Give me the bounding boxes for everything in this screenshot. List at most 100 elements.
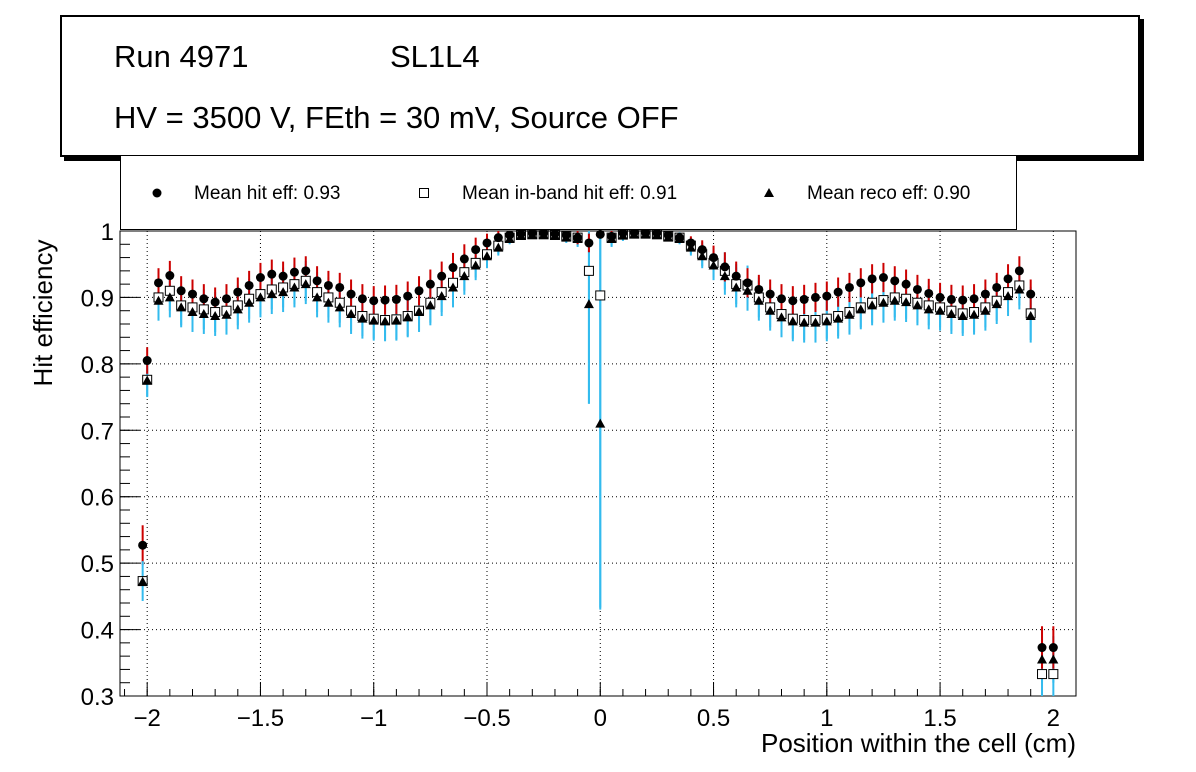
reco-marker (176, 302, 187, 312)
hit-marker (210, 297, 220, 307)
reco-marker (629, 229, 640, 239)
reco-marker (663, 232, 674, 242)
reco-marker (538, 229, 549, 239)
reco-marker (153, 295, 164, 305)
reco-marker (346, 309, 357, 319)
hit-marker (255, 273, 265, 282)
run-label: Run 4971 (114, 39, 249, 74)
reco-marker (368, 315, 379, 325)
y-tick-label: 1 (101, 219, 114, 246)
hit-marker (867, 274, 877, 284)
reco-marker (436, 291, 447, 301)
reco-marker (164, 292, 175, 302)
reco-marker (674, 233, 685, 243)
reco-marker (334, 302, 345, 312)
reco-marker (969, 309, 980, 319)
hit-marker (165, 271, 175, 281)
reco-marker (187, 307, 198, 317)
hit-marker (799, 294, 809, 304)
reco-marker (810, 317, 821, 327)
hit-marker (267, 269, 277, 279)
hit-marker (425, 279, 435, 289)
reco-marker (244, 297, 255, 307)
reco-marker (221, 309, 232, 319)
reco-marker (255, 292, 266, 302)
reco-marker (708, 260, 719, 270)
y-tick-label: 0.5 (81, 551, 114, 578)
reco-marker (266, 289, 277, 299)
reco-marker (617, 230, 628, 240)
hit-marker (323, 280, 333, 290)
reco-marker (137, 576, 148, 586)
reco-marker (549, 230, 560, 240)
legend-reco-marker (764, 188, 774, 197)
x-tick-label: −0.5 (463, 705, 510, 732)
reco-marker (198, 309, 209, 319)
x-tick-label: 0 (594, 705, 607, 732)
y-tick-label: 0.6 (81, 485, 114, 512)
reco-marker (300, 279, 311, 289)
reco-marker (425, 300, 436, 310)
hit-marker (1026, 289, 1036, 299)
hit-marker (154, 278, 164, 288)
hit-marker (969, 294, 979, 304)
hit-marker (595, 229, 605, 239)
hit-marker (448, 263, 458, 273)
x-tick-label: 0.5 (697, 705, 730, 732)
y-tick-label: 0.4 (81, 618, 114, 645)
reco-marker (878, 297, 889, 307)
hit-marker (391, 294, 401, 304)
hit-marker (754, 284, 764, 294)
axes: −2 −1.5 −1 −0.5 0 0.5 1 1.5 2 0.3 0.4 0.5 0.6 0.7 0.8 0… (81, 219, 1060, 732)
hit-marker (233, 287, 243, 297)
hit-marker (901, 279, 911, 289)
reco-marker (901, 297, 912, 307)
x-axis-label: Position within the cell (cm) (761, 728, 1076, 758)
y-tick-label: 0.8 (81, 352, 114, 379)
legend-hit-marker (152, 188, 162, 198)
reco-marker (821, 316, 832, 326)
reco-marker (481, 251, 492, 261)
reco-marker (470, 260, 481, 270)
reco-marker (855, 304, 866, 314)
reco-marker (289, 282, 300, 292)
reco-marker (844, 309, 855, 319)
reco-marker (742, 285, 753, 295)
hit-marker (199, 294, 209, 304)
legend-reco-label: Mean reco eff: 0.90 (807, 183, 971, 204)
reco-marker (278, 287, 289, 297)
y-axis-label: Hit efficiency (28, 240, 58, 387)
hit-marker (346, 289, 356, 299)
reco-marker (527, 229, 538, 239)
x-tick-label: −2 (133, 705, 160, 732)
reco-marker (459, 271, 470, 281)
y-tick-label: 0.3 (81, 684, 114, 711)
reco-marker (380, 316, 391, 326)
reco-marker (448, 282, 459, 292)
reco-marker (232, 304, 243, 314)
hit-marker (810, 292, 820, 302)
x-tick-label: −1.5 (237, 705, 284, 732)
hit-marker (1037, 643, 1047, 653)
reco-marker (312, 292, 323, 302)
hit-marker (369, 296, 379, 306)
hit-marker (878, 273, 888, 282)
inband-marker (583, 265, 594, 276)
hit-marker (482, 238, 492, 248)
y-tick-label: 0.9 (81, 285, 114, 312)
hit-marker (380, 295, 390, 305)
hit-marker (912, 284, 922, 294)
hit-marker (1014, 266, 1024, 276)
hit-marker (856, 278, 866, 288)
reco-marker (651, 229, 662, 239)
hit-marker (844, 282, 854, 292)
reco-marker (1037, 654, 1048, 664)
y-tick-label: 0.7 (81, 418, 114, 445)
hit-marker (403, 291, 413, 301)
hit-marker (493, 233, 503, 243)
hit-marker (471, 245, 481, 255)
reco-marker (561, 232, 572, 242)
hit-marker (138, 540, 148, 550)
hit-marker (833, 287, 843, 297)
